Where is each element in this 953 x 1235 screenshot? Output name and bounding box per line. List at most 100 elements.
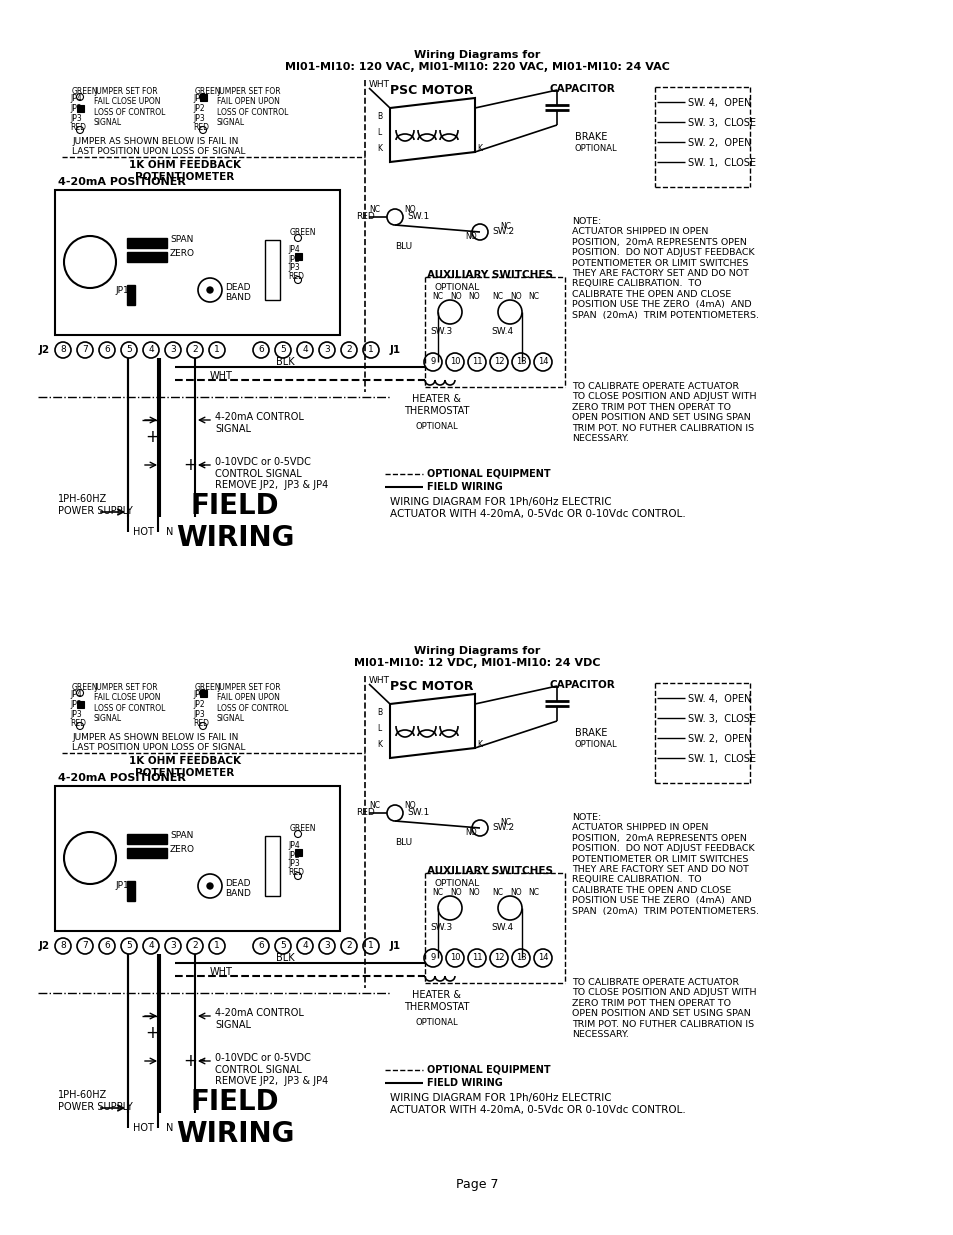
Text: BLU: BLU [395,839,412,847]
Text: NC: NC [499,818,511,827]
Text: NO: NO [404,205,416,214]
Text: SW. 4,  OPEN: SW. 4, OPEN [687,98,751,107]
Text: BLU: BLU [395,242,412,251]
Text: +: + [183,456,196,474]
Text: NC: NC [492,888,502,897]
Text: SW.4: SW.4 [491,923,513,932]
Text: PSC MOTOR: PSC MOTOR [390,84,474,98]
Text: 4-20mA CONTROL
SIGNAL: 4-20mA CONTROL SIGNAL [214,412,304,433]
Text: RED: RED [355,808,375,818]
Text: 0-10VDC or 0-5VDC
CONTROL SIGNAL
REMOVE JP2,  JP3 & JP4: 0-10VDC or 0-5VDC CONTROL SIGNAL REMOVE … [214,1053,328,1087]
Text: SW. 4,  OPEN: SW. 4, OPEN [687,694,751,704]
Text: +: + [183,1052,196,1070]
Text: 14: 14 [537,953,548,962]
Text: OPTIONAL EQUIPMENT: OPTIONAL EQUIPMENT [427,469,550,479]
Text: JP1: JP1 [115,882,129,890]
Text: SW. 2,  OPEN: SW. 2, OPEN [687,734,751,743]
Text: JP4: JP4 [288,245,299,254]
Text: NOTE:
ACTUATOR SHIPPED IN OPEN
POSITION,  20mA REPRESENTS OPEN
POSITION.  DO NOT: NOTE: ACTUATOR SHIPPED IN OPEN POSITION,… [572,813,759,915]
Text: FIELD WIRING: FIELD WIRING [427,1078,502,1088]
Text: DEAD
BAND: DEAD BAND [225,283,251,303]
Text: OPTIONAL: OPTIONAL [575,144,617,153]
Text: OPTIONAL: OPTIONAL [434,879,479,888]
Text: JP3: JP3 [288,263,299,272]
Text: Wiring Diagrams for: Wiring Diagrams for [414,646,539,656]
Text: 1PH-60HZ
POWER SUPPLY: 1PH-60HZ POWER SUPPLY [58,494,132,515]
Text: GREEN: GREEN [194,683,221,692]
Bar [294,253,302,261]
Circle shape [207,883,213,889]
Text: JP4: JP4 [193,690,205,699]
Text: JP4: JP4 [70,690,82,699]
Text: 7: 7 [82,346,88,354]
Text: 13: 13 [516,357,526,367]
Text: JP3: JP3 [193,114,205,124]
Text: 4-20mA POSITIONER: 4-20mA POSITIONER [58,773,186,783]
Text: 0-10VDC or 0-5VDC
CONTROL SIGNAL
REMOVE JP2,  JP3 & JP4: 0-10VDC or 0-5VDC CONTROL SIGNAL REMOVE … [214,457,328,490]
Text: 2: 2 [346,941,352,951]
Text: OPTIONAL: OPTIONAL [416,422,457,431]
Text: BLK: BLK [275,953,294,963]
Text: 5: 5 [126,941,132,951]
Text: K: K [376,740,381,748]
Text: RED: RED [288,868,304,877]
Text: NC: NC [369,802,380,810]
Text: TO CALIBRATE OPERATE ACTUATOR
TO CLOSE POSITION AND ADJUST WITH
ZERO TRIM POT TH: TO CALIBRATE OPERATE ACTUATOR TO CLOSE P… [572,978,756,1039]
Text: 2: 2 [346,346,352,354]
Text: N: N [166,1123,173,1132]
Text: NC: NC [492,291,502,301]
Text: +: + [145,429,159,446]
Text: NO: NO [464,827,476,837]
Text: NO: NO [468,888,479,897]
Text: 1: 1 [213,941,219,951]
Text: 10: 10 [449,953,459,962]
Text: 8: 8 [60,346,66,354]
Text: JP3: JP3 [193,710,205,719]
Bar [200,94,207,101]
Text: SW. 2,  OPEN: SW. 2, OPEN [687,138,751,148]
Text: JUMPER SET FOR
FAIL CLOSE UPON
LOSS OF CONTROL
SIGNAL: JUMPER SET FOR FAIL CLOSE UPON LOSS OF C… [94,683,165,724]
Text: L: L [377,128,381,137]
Text: 2: 2 [192,941,197,951]
Text: SW.3: SW.3 [431,923,453,932]
Text: 4-20mA POSITIONER: 4-20mA POSITIONER [58,177,186,186]
Text: J2: J2 [39,941,51,951]
Text: 3: 3 [324,941,330,951]
Text: NC: NC [527,888,538,897]
Text: 1K OHM FEEDBACK
POTENTIOMETER: 1K OHM FEEDBACK POTENTIOMETER [129,161,241,182]
Text: GREEN: GREEN [71,86,98,96]
Text: 1PH-60HZ
POWER SUPPLY: 1PH-60HZ POWER SUPPLY [58,1091,132,1112]
Text: 4: 4 [302,346,308,354]
Text: WIRING DIAGRAM FOR 1Ph/60Hz ELECTRIC
ACTUATOR WITH 4-20mA, 0-5Vdc OR 0-10Vdc CON: WIRING DIAGRAM FOR 1Ph/60Hz ELECTRIC ACT… [390,1093,685,1115]
Text: TO CALIBRATE OPERATE ACTUATOR
TO CLOSE POSITION AND ADJUST WITH
ZERO TRIM POT TH: TO CALIBRATE OPERATE ACTUATOR TO CLOSE P… [572,382,756,443]
Text: SW. 1,  CLOSE: SW. 1, CLOSE [687,158,755,168]
Text: JP2: JP2 [193,104,204,112]
Text: 4: 4 [148,941,153,951]
Text: JP2: JP2 [288,851,299,860]
Bar [127,252,167,262]
Text: RED: RED [288,272,304,282]
Bar [127,848,167,858]
Text: NO: NO [450,291,461,301]
Text: -: - [199,1051,207,1071]
Text: K: K [476,740,481,748]
Bar [127,238,167,248]
Text: JP2: JP2 [288,254,299,264]
Text: RED: RED [193,719,209,727]
Text: HEATER &
THERMOSTAT: HEATER & THERMOSTAT [404,990,469,1011]
Text: NC: NC [499,222,511,231]
Text: 11: 11 [471,357,482,367]
Text: SW.1: SW.1 [407,808,429,818]
Text: CAPACITOR: CAPACITOR [550,84,615,94]
Text: GREEN: GREEN [290,228,316,237]
Text: JUMPER SET FOR
FAIL OPEN UPON
LOSS OF CONTROL
SIGNAL: JUMPER SET FOR FAIL OPEN UPON LOSS OF CO… [216,86,288,127]
Text: CAPACITOR: CAPACITOR [550,680,615,690]
Text: 13: 13 [516,953,526,962]
Text: WIRING DIAGRAM FOR 1Ph/60Hz ELECTRIC
ACTUATOR WITH 4-20mA, 0-5Vdc OR 0-10Vdc CON: WIRING DIAGRAM FOR 1Ph/60Hz ELECTRIC ACT… [390,496,685,519]
Text: SW.2: SW.2 [492,823,514,832]
Text: 9: 9 [430,357,436,367]
Text: 7: 7 [82,941,88,951]
Text: 10: 10 [449,357,459,367]
Text: JUMPER AS SHOWN BELOW IS FAIL IN
LAST POSITION UPON LOSS OF SIGNAL: JUMPER AS SHOWN BELOW IS FAIL IN LAST PO… [71,137,245,157]
Text: 12: 12 [494,953,504,962]
